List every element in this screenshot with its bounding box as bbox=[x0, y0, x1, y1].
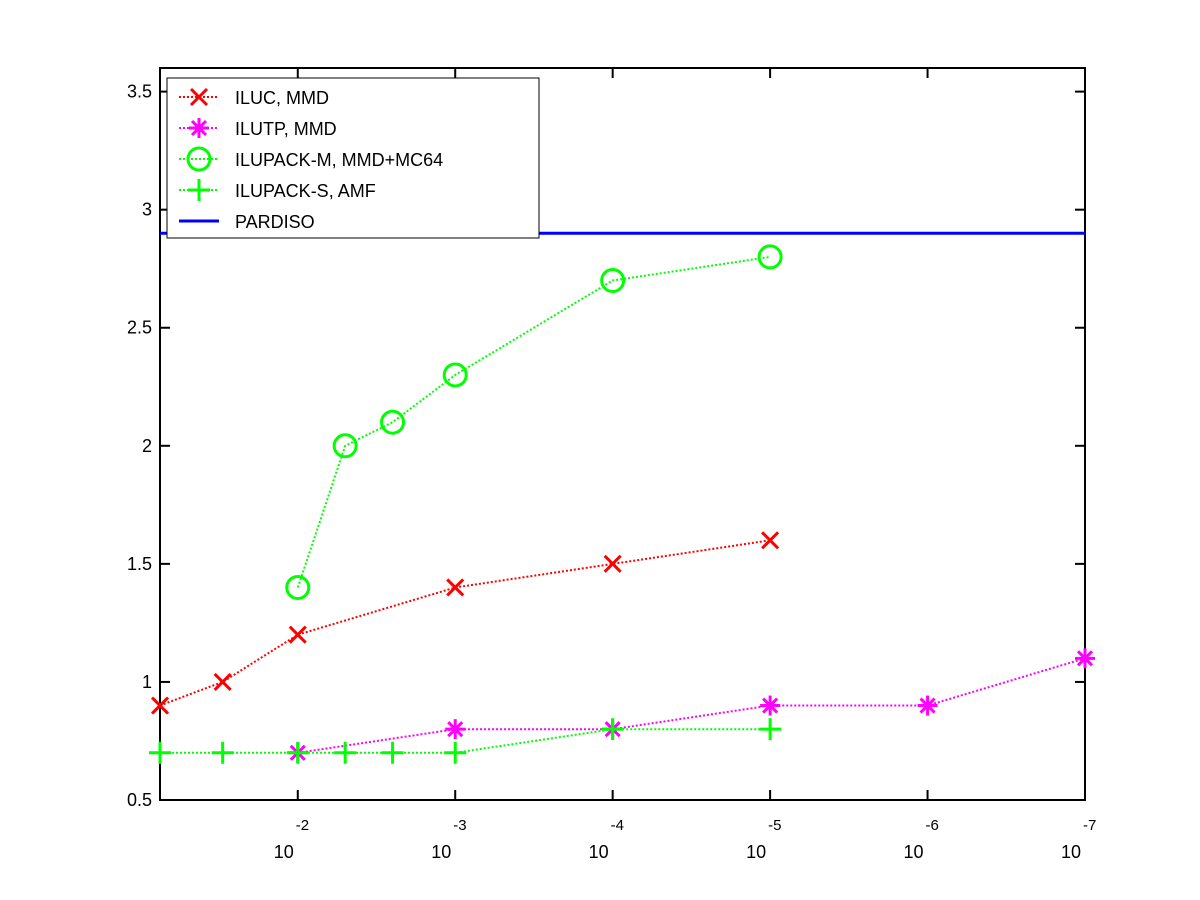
data-point bbox=[285, 574, 311, 600]
y-tick-label: 0.5 bbox=[127, 790, 152, 810]
data-point bbox=[186, 146, 212, 172]
data-point bbox=[917, 695, 938, 716]
series-layer bbox=[149, 231, 1095, 764]
data-point bbox=[759, 718, 782, 741]
data-point bbox=[1075, 648, 1095, 669]
data-point bbox=[601, 718, 624, 741]
x-tick-label-base: 10 bbox=[274, 842, 294, 862]
series-line bbox=[160, 728, 771, 754]
data-point bbox=[600, 268, 626, 294]
data-point bbox=[761, 531, 780, 550]
data-point bbox=[211, 741, 234, 764]
x-tick-label-base: 10 bbox=[904, 842, 924, 862]
legend-box bbox=[166, 77, 540, 239]
x-tick-label-exponent: -5 bbox=[768, 817, 781, 834]
legend-entry: ILUC, MMD bbox=[179, 87, 329, 108]
data-point bbox=[380, 409, 406, 435]
y-tick-label: 2.5 bbox=[127, 318, 152, 338]
data-point bbox=[446, 578, 465, 597]
data-point bbox=[334, 741, 357, 764]
series-ilupack-m-mmd-mc64 bbox=[285, 244, 783, 600]
x-tick-label-exponent: -3 bbox=[453, 817, 466, 834]
data-point bbox=[381, 741, 404, 764]
y-tick-label: 3.5 bbox=[127, 82, 152, 102]
legend-label: ILUPACK-S, AMF bbox=[235, 181, 376, 201]
data-point bbox=[189, 87, 209, 107]
legend: ILUC, MMD ILUTP, MMD ILUPACK-M, MMD+MC64 IL… bbox=[166, 77, 540, 239]
data-point bbox=[149, 741, 171, 764]
data-point bbox=[445, 719, 466, 740]
x-tick-label-base: 10 bbox=[431, 842, 451, 862]
y-tick-labels: 0.5 1 1.5 2 2.5 3 3.5 bbox=[127, 82, 152, 810]
data-point bbox=[286, 741, 309, 764]
data-point bbox=[332, 433, 358, 459]
legend-label: ILUPACK-M, MMD+MC64 bbox=[235, 150, 443, 170]
x-tick-label-exponent: -2 bbox=[296, 817, 309, 834]
data-point bbox=[757, 244, 783, 270]
series-line bbox=[297, 657, 1086, 754]
data-point bbox=[189, 118, 209, 138]
legend-entry: ILUPACK-S, AMF bbox=[179, 179, 376, 201]
x-tick-labels: 10-210-310-410-510-610-7 bbox=[274, 817, 1097, 862]
series-ilupack-s-amf bbox=[149, 718, 782, 764]
legend-entry: PARDISO bbox=[179, 212, 315, 232]
data-point bbox=[603, 554, 622, 573]
legend-label: ILUC, MMD bbox=[235, 88, 329, 108]
x-tick-label-exponent: -7 bbox=[1083, 817, 1096, 834]
y-tick-label: 1 bbox=[142, 672, 152, 692]
legend-label: ILUTP, MMD bbox=[235, 119, 337, 139]
x-tick-label-base: 10 bbox=[589, 842, 609, 862]
y-tick-label: 1.5 bbox=[127, 554, 152, 574]
series-iluc-mmd bbox=[150, 531, 780, 715]
x-tick-label-exponent: -6 bbox=[926, 817, 939, 834]
y-tick-label: 2 bbox=[142, 436, 152, 456]
series-line bbox=[296, 255, 771, 588]
data-point bbox=[444, 741, 467, 764]
legend-label: PARDISO bbox=[235, 212, 315, 232]
y-tick-label: 3 bbox=[142, 200, 152, 220]
x-tick-label-base: 10 bbox=[1061, 842, 1081, 862]
data-point bbox=[760, 695, 781, 716]
data-point bbox=[213, 672, 232, 691]
series-line bbox=[159, 539, 771, 707]
data-point bbox=[188, 179, 210, 201]
legend-entry: ILUTP, MMD bbox=[179, 118, 337, 139]
x-tick-label-base: 10 bbox=[746, 842, 766, 862]
data-point bbox=[150, 696, 170, 715]
x-tick-label-exponent: -4 bbox=[611, 817, 624, 834]
axis-ticks bbox=[160, 68, 1086, 801]
data-point bbox=[288, 625, 307, 644]
data-point bbox=[442, 362, 468, 388]
legend-entry: ILUPACK-M, MMD+MC64 bbox=[179, 146, 443, 172]
